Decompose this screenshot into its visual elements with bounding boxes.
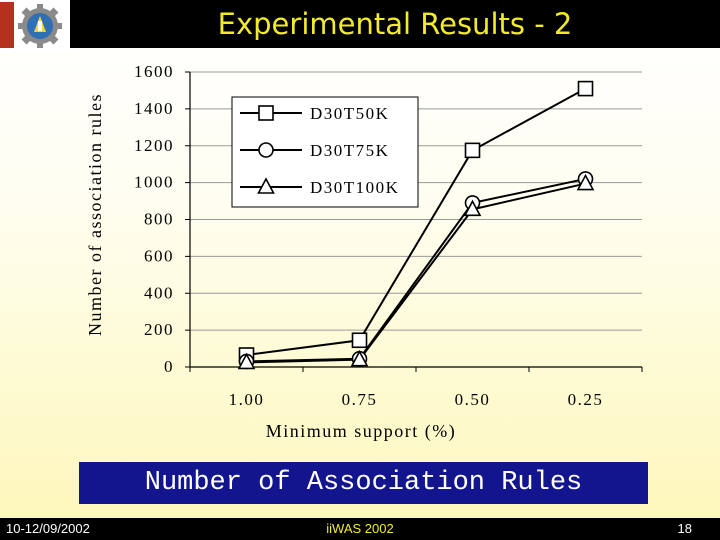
footer-page-number: 18 xyxy=(677,521,692,536)
line-chart: 0 200 400 600 800 1000 1200 1400 1600 1.00 0.75 0.5… xyxy=(85,62,643,442)
logo-red-stripe xyxy=(0,2,14,48)
y-tick-label: 600 xyxy=(144,246,174,265)
y-tick-label: 200 xyxy=(144,320,174,339)
x-axis-label: Minimum support (%) xyxy=(266,421,457,442)
legend-marker xyxy=(258,142,274,158)
y-tick-label: 1600 xyxy=(134,62,174,81)
data-point xyxy=(350,349,369,367)
series-line xyxy=(246,87,586,357)
y-tick-label: 400 xyxy=(144,283,174,302)
x-tick-label: 1.00 xyxy=(229,390,265,409)
legend-marker xyxy=(258,105,274,121)
data-point xyxy=(237,352,256,370)
x-tick-label: 0.25 xyxy=(568,390,604,409)
data-point xyxy=(577,80,594,97)
data-point xyxy=(351,332,368,349)
y-tick-label: 0 xyxy=(164,357,174,376)
footer-date: 10-12/09/2002 xyxy=(6,521,90,536)
y-tick-label: 1000 xyxy=(134,173,174,192)
y-tick-label: 800 xyxy=(144,210,174,229)
legend-label: D30T50K xyxy=(310,104,389,123)
y-axis-label: Number of association rules xyxy=(85,93,105,336)
x-tick-label: 0.75 xyxy=(342,390,378,409)
data-point xyxy=(463,199,482,217)
legend-label: D30T100K xyxy=(310,178,399,197)
institution-logo xyxy=(0,0,70,52)
title-bar xyxy=(0,0,720,48)
series-line xyxy=(246,182,586,364)
y-tick-label: 1400 xyxy=(134,99,174,118)
y-tick-label: 1200 xyxy=(134,136,174,155)
slide-title: Experimental Results - 2 xyxy=(217,7,573,41)
legend-label: D30T75K xyxy=(310,141,389,160)
x-tick-label: 0.50 xyxy=(455,390,491,409)
footer-conference: iiWAS 2002 xyxy=(326,521,394,536)
data-point xyxy=(464,142,481,159)
gear-logo-icon xyxy=(18,4,62,48)
data-point xyxy=(576,173,595,191)
legend-marker xyxy=(257,177,275,194)
chart-caption: Number of Association Rules xyxy=(79,462,648,504)
footer-bar: 10-12/09/2002 iiWAS 2002 18 xyxy=(0,518,720,540)
